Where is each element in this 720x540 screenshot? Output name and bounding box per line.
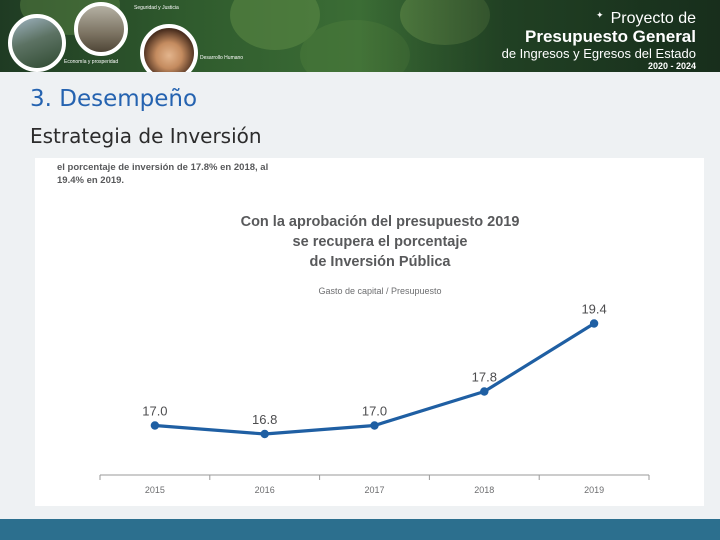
data-label: 17.0 xyxy=(142,404,167,419)
line-chart: 17.0 2015 16.8 2016 17.0 2017 17.8 2018 19.4 2019 xyxy=(99,302,650,495)
photo-human-development xyxy=(140,24,198,72)
x-tick-label: 2017 xyxy=(364,485,384,495)
caption-economy: Economía y prosperidad xyxy=(64,59,119,65)
data-label: 17.0 xyxy=(362,404,387,419)
chart-subtitle: Gasto de capital / Presupuesto xyxy=(318,286,442,296)
caption-security: Seguridad y Justicia xyxy=(134,5,179,11)
project-title-line3: de Ingresos y Egresos del Estado xyxy=(501,46,696,61)
chart-title: Con la aprobación del presupuesto 2019 s… xyxy=(185,212,575,272)
page-title: 3. Desempeño xyxy=(30,86,198,112)
project-title: Proyecto de Presupuesto General de Ingre… xyxy=(502,10,696,72)
data-point xyxy=(150,421,160,430)
banner-overlay xyxy=(360,0,720,72)
footer-bar xyxy=(0,519,720,540)
header-banner: Economía y prosperidad Seguridad y Justi… xyxy=(0,0,720,72)
data-label: 17.8 xyxy=(472,370,497,385)
project-title-line1: Proyecto de xyxy=(610,10,696,27)
chart-card: el porcentaje de inversión de 17.8% en 2… xyxy=(35,158,704,506)
data-point xyxy=(370,421,379,430)
x-tick-label: 2018 xyxy=(474,485,494,495)
data-point xyxy=(260,429,269,439)
x-tick-label: 2016 xyxy=(255,485,275,495)
photo-security xyxy=(74,2,128,56)
x-tick-label: 2019 xyxy=(584,485,604,495)
project-years: 2020 - 2024 xyxy=(647,61,696,71)
data-label: 16.8 xyxy=(252,412,277,427)
intro-text: el porcentaje de inversión de 17.8% en 2… xyxy=(57,162,269,186)
caption-human-development: Desarrollo Humano xyxy=(200,55,244,61)
photo-economy xyxy=(8,14,66,72)
chart-title-line: de Inversión Pública xyxy=(309,254,451,270)
project-title-line2: Presupuesto General xyxy=(524,27,696,46)
data-point xyxy=(480,387,489,396)
data-point xyxy=(589,319,599,328)
chart-title-line: se recupera el porcentaje xyxy=(292,234,468,250)
x-tick-label: 2015 xyxy=(145,485,165,495)
star-icon: ✦ xyxy=(596,11,604,21)
page-subtitle: Estrategia de Inversión xyxy=(30,124,262,148)
data-label: 19.4 xyxy=(581,302,606,317)
chart-title-line: Con la aprobación del presupuesto 2019 xyxy=(240,214,520,230)
